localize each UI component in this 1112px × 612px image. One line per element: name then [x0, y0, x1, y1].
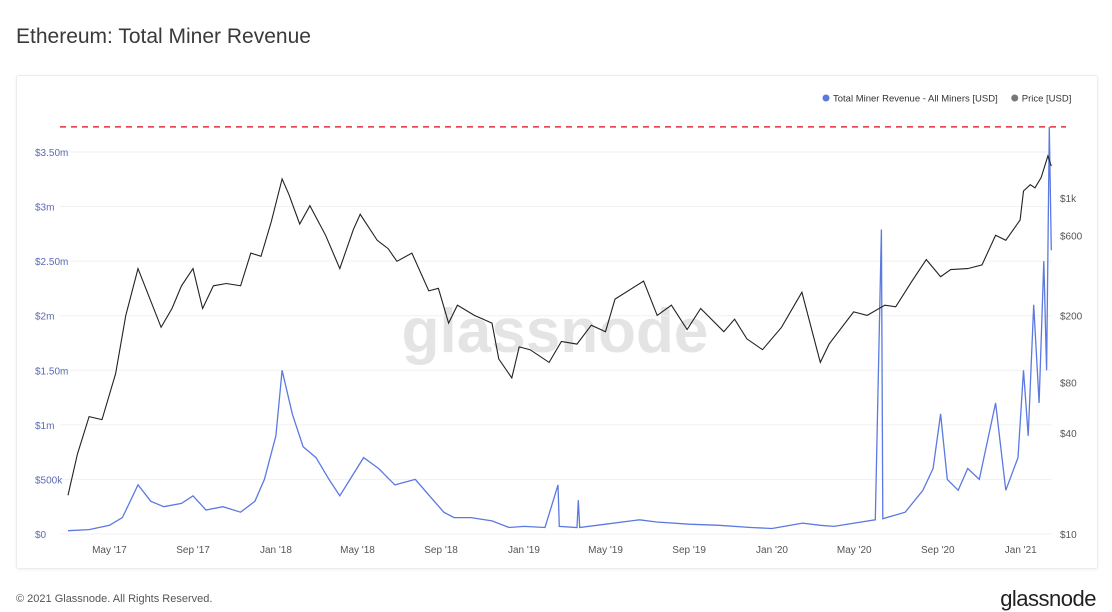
- y-right-tick-label: $600: [1060, 231, 1083, 242]
- x-tick-label: Sep '20: [921, 545, 955, 556]
- x-tick-label: May '20: [837, 545, 872, 556]
- y-left-tick-label: $1.50m: [35, 366, 68, 377]
- brand-logo: glassnode: [1000, 586, 1096, 611]
- watermark: glassnode: [402, 297, 709, 366]
- legend-label: Price [USD]: [1022, 94, 1072, 105]
- y-right-tick-label: $200: [1060, 311, 1083, 322]
- y-left-tick-label: $500k: [35, 475, 63, 486]
- y-left-tick-label: $0: [35, 530, 47, 541]
- x-tick-label: Sep '17: [176, 545, 210, 556]
- x-tick-label: May '18: [340, 545, 375, 556]
- legend-marker: [1011, 94, 1019, 102]
- y-right-tick-label: $1k: [1060, 194, 1077, 205]
- x-tick-label: Jan '19: [508, 545, 540, 556]
- y-left-tick-label: $3m: [35, 203, 54, 214]
- y-left-tick-label: $2.50m: [35, 257, 68, 268]
- y-left-tick-label: $2m: [35, 312, 54, 323]
- y-left-tick-label: $3.50m: [35, 148, 68, 159]
- x-tick-label: Jan '20: [756, 545, 788, 556]
- x-tick-label: Sep '18: [424, 545, 458, 556]
- legend-marker: [822, 94, 830, 102]
- y-left-tick-label: $1m: [35, 421, 54, 432]
- y-right-tick-label: $10: [1060, 530, 1077, 541]
- page-title: Ethereum: Total Miner Revenue: [16, 25, 311, 48]
- y-right-tick-label: $80: [1060, 378, 1077, 389]
- x-tick-label: Sep '19: [672, 545, 706, 556]
- price-line: [67, 154, 1052, 496]
- x-tick-label: May '19: [588, 545, 623, 556]
- y-right-tick-label: $40: [1060, 429, 1077, 440]
- x-tick-label: Jan '18: [260, 545, 292, 556]
- x-tick-label: May '17: [92, 545, 127, 556]
- revenue-line: [67, 126, 1052, 532]
- x-tick-label: Jan '21: [1005, 545, 1037, 556]
- copyright: © 2021 Glassnode. All Rights Reserved.: [16, 593, 213, 605]
- chart-card: [16, 75, 1098, 569]
- legend-label: Total Miner Revenue - All Miners [USD]: [833, 94, 998, 105]
